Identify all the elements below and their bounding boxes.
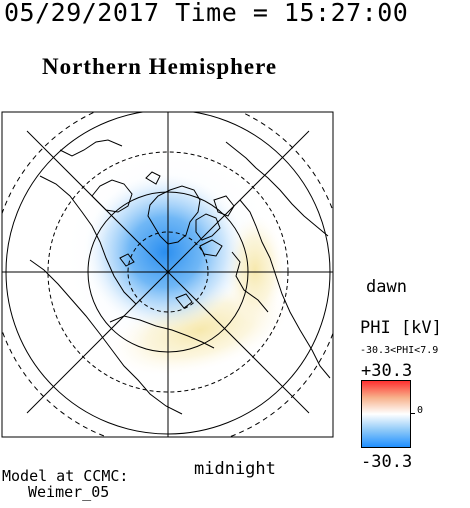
potential-blue-cell xyxy=(85,174,245,330)
colorbar-max-label: +30.3 xyxy=(361,361,413,381)
colorbar-zero-label: 0 xyxy=(417,405,424,416)
colorbar xyxy=(361,380,411,448)
coastlines xyxy=(29,139,331,415)
model-name: Weimer_05 xyxy=(28,483,110,501)
meridian-lines xyxy=(2,112,333,437)
dawn-label: dawn xyxy=(366,277,407,297)
colorbar-title: PHI [kV] xyxy=(360,318,442,338)
model-label: Model at CCMC: xyxy=(2,467,129,485)
colorbar-range: -30.3<PHI<7.9 xyxy=(360,345,439,356)
colorbar-min-label: -30.3 xyxy=(361,452,413,472)
midnight-label: midnight xyxy=(194,459,276,479)
polar-map xyxy=(1,111,334,438)
map-frame xyxy=(1,111,334,438)
hemisphere-title: Northern Hemisphere xyxy=(42,54,278,79)
date-time-title: 05/29/2017 Time = 15:27:00 xyxy=(4,0,409,27)
colorbar-zero-tick xyxy=(411,413,415,414)
